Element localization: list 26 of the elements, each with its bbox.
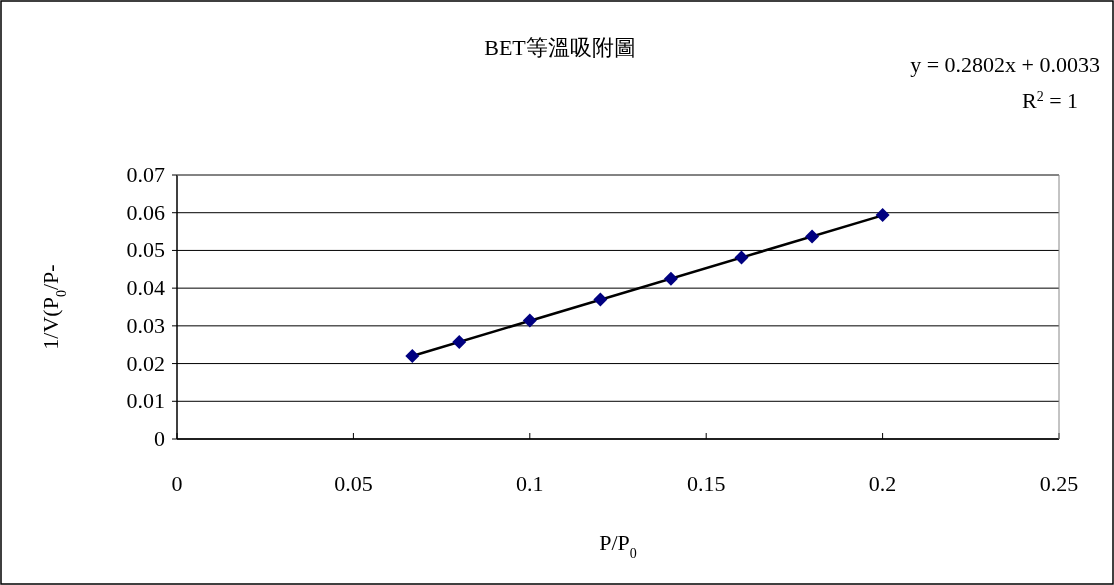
y-tick-label: 0.03	[126, 312, 165, 338]
x-tick-label: 0	[171, 471, 183, 496]
y-tick-label: 0.01	[126, 388, 165, 414]
text: y = 0.2802x + 0.0033	[910, 52, 1100, 77]
y-tick-label: 0.07	[126, 162, 165, 187]
point	[522, 313, 537, 328]
x-tick-label: 0.25	[1039, 471, 1079, 496]
y-tick-label: 0.06	[126, 199, 165, 225]
chart-title: BET等溫吸附圖	[484, 35, 636, 60]
point	[875, 207, 890, 222]
x-tick-label: 0.1	[516, 471, 544, 496]
point	[593, 292, 608, 307]
point	[405, 349, 420, 364]
point	[734, 250, 749, 265]
y-tick-label: 0.02	[126, 350, 165, 376]
x-tick-label: 0.2	[868, 471, 897, 496]
y-tick-label: 0.05	[126, 237, 165, 263]
point	[452, 335, 467, 350]
point	[663, 271, 678, 286]
text: R$^{2}$ = 1	[1021, 88, 1079, 113]
y-tick-label: 0.04	[126, 275, 165, 301]
x-tick-label: 0.05	[334, 471, 373, 496]
x-tick-label: 0.15	[686, 471, 726, 496]
y-tick-label: 0	[154, 426, 165, 451]
point	[805, 229, 820, 244]
x-axis-title: P/P$_{0}$	[599, 530, 637, 561]
